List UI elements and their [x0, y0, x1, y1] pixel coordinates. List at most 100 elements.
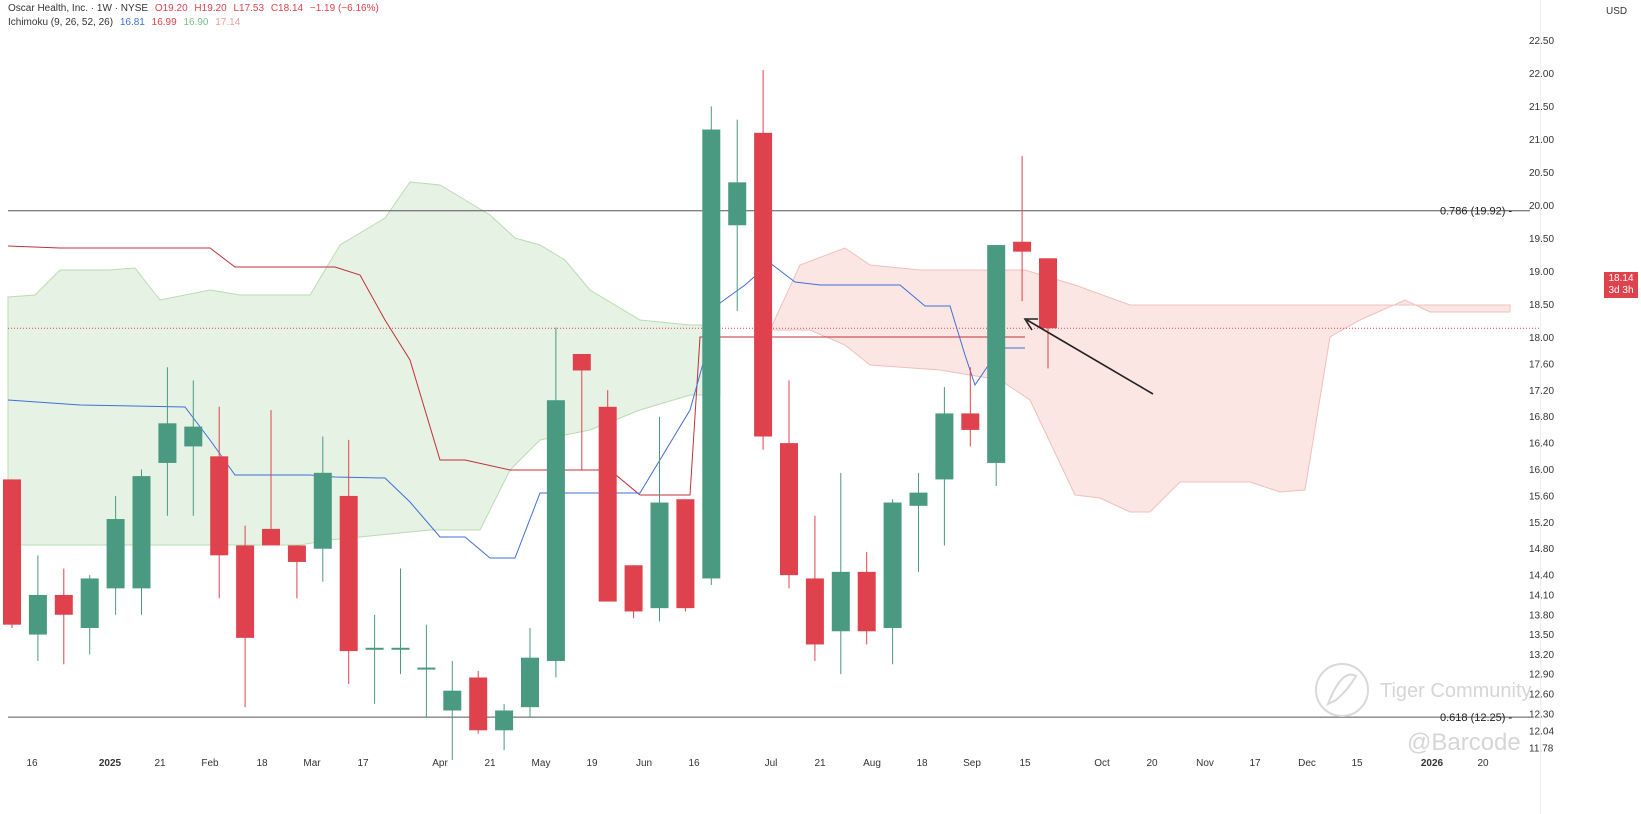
last-price: 18.14 — [1608, 273, 1634, 284]
candle-32[interactable] — [831, 472, 850, 675]
candles[interactable] — [3, 70, 1057, 760]
candle-body — [3, 479, 21, 625]
candle-5[interactable] — [132, 469, 151, 615]
candle-7[interactable] — [184, 380, 203, 516]
candle-16[interactable] — [417, 624, 436, 718]
indicator-header[interactable]: Ichimoku (9, 26, 52, 26) 16.81 16.99 16.… — [8, 17, 244, 28]
candle-34[interactable] — [883, 499, 902, 665]
candle-13[interactable] — [339, 439, 358, 685]
candle-9[interactable] — [236, 525, 255, 708]
arrow-shaft — [1026, 319, 1154, 395]
tiger-logo-mark — [1326, 673, 1358, 707]
candle-body — [728, 182, 747, 226]
candle-body — [676, 499, 695, 609]
change-value: −1.19 (−6.16%) — [309, 3, 379, 14]
candle-3[interactable] — [80, 575, 99, 655]
candle-body — [805, 578, 824, 645]
candle-38[interactable] — [987, 245, 1006, 487]
candle-30[interactable] — [780, 380, 798, 589]
price-tick-11: 17.20 — [1529, 386, 1554, 397]
candle-body — [106, 519, 125, 589]
candle-body — [132, 476, 151, 589]
candle-body — [754, 132, 773, 437]
annotation-arrow — [1023, 318, 1154, 395]
time-tick-10: 19 — [586, 758, 598, 769]
candle-17[interactable] — [443, 660, 462, 760]
candle-12[interactable] — [313, 436, 332, 582]
price-tick-13: 16.40 — [1529, 439, 1554, 450]
price-tick-6: 19.50 — [1529, 234, 1554, 245]
candle-15[interactable] — [391, 568, 410, 675]
candle-27[interactable] — [702, 106, 721, 586]
candle-35[interactable] — [909, 472, 928, 572]
candle-24[interactable] — [624, 565, 643, 619]
price-axis[interactable]: 22.50 22.00 21.50 21.00 20.50 20.00 19.50 19.00… — [1529, 0, 1554, 814]
candle-10[interactable] — [262, 410, 280, 546]
price-tick-10: 17.60 — [1529, 359, 1554, 370]
price-tick-7: 19.00 — [1529, 267, 1554, 278]
candle-body — [521, 657, 539, 708]
candle-26[interactable] — [676, 499, 695, 612]
candle-8[interactable] — [210, 406, 229, 599]
candle-body — [857, 571, 876, 632]
candle-body — [702, 129, 721, 579]
candle-14[interactable] — [365, 614, 384, 704]
candle-0[interactable] — [3, 479, 21, 628]
candle-1[interactable] — [28, 555, 47, 661]
candle-body — [624, 565, 643, 612]
candle-33[interactable] — [857, 552, 876, 645]
candle-2[interactable] — [54, 568, 73, 665]
candle-body — [80, 578, 99, 628]
candle-6[interactable] — [158, 367, 177, 516]
price-tick-23: 12.90 — [1529, 670, 1554, 681]
time-tick-6: 17 — [357, 758, 369, 769]
price-tick-21: 13.50 — [1529, 630, 1554, 641]
price-tick-25: 12.30 — [1529, 709, 1554, 720]
candle-body — [443, 690, 462, 711]
symbol-header: Oscar Health, Inc. · 1W · NYSE O19.20 H1… — [8, 3, 383, 14]
candle-22[interactable] — [572, 353, 591, 470]
candle-11[interactable] — [287, 545, 306, 599]
candle-4[interactable] — [106, 495, 125, 615]
candle-23[interactable] — [598, 390, 617, 602]
candle-28[interactable] — [728, 119, 747, 312]
candle-body — [650, 502, 669, 609]
candle-body — [572, 353, 591, 371]
candle-40[interactable] — [1039, 258, 1057, 369]
candle-body — [909, 492, 928, 506]
time-tick-23: Dec — [1298, 758, 1316, 769]
price-tick-9: 18.00 — [1529, 333, 1554, 344]
price-tick-16: 15.20 — [1529, 518, 1554, 529]
candle-39[interactable] — [1013, 155, 1032, 302]
price-tick-15: 15.60 — [1529, 491, 1554, 502]
kijun-value: 16.99 — [151, 17, 177, 28]
time-tick-9: May — [532, 758, 551, 769]
time-tick-18: 15 — [1019, 758, 1031, 769]
candle-21[interactable] — [546, 327, 565, 678]
span-b-value: 17.14 — [215, 17, 241, 28]
price-tick-3: 21.00 — [1529, 135, 1554, 146]
time-tick-24: 15 — [1351, 758, 1363, 769]
close-value: C18.14 — [270, 3, 304, 14]
time-tick-8: 21 — [484, 758, 496, 769]
candle-25[interactable] — [650, 416, 669, 622]
candle-body — [210, 456, 229, 556]
candle-body — [469, 677, 488, 731]
candle-body — [961, 413, 980, 430]
candle-37[interactable] — [961, 367, 980, 447]
candle-body — [28, 594, 47, 635]
candle-19[interactable] — [495, 703, 514, 751]
candle-body — [184, 426, 203, 447]
price-tick-14: 16.00 — [1529, 465, 1554, 476]
candle-29[interactable] — [754, 70, 773, 450]
price-tick-12: 16.80 — [1529, 412, 1554, 423]
candle-20[interactable] — [521, 627, 539, 718]
candle-18[interactable] — [469, 670, 488, 734]
fib-label-0: 0.786 (19.92) - — [1440, 206, 1512, 218]
time-axis[interactable]: 16 2025 21 Feb 18 Mar 17 Apr 21 May 19 Jun 16 Jul 21 Au… — [26, 758, 1489, 769]
candle-31[interactable] — [805, 515, 824, 661]
candle-36[interactable] — [935, 387, 954, 546]
price-tick-19: 14.10 — [1529, 590, 1554, 601]
time-tick-15: Aug — [863, 758, 881, 769]
